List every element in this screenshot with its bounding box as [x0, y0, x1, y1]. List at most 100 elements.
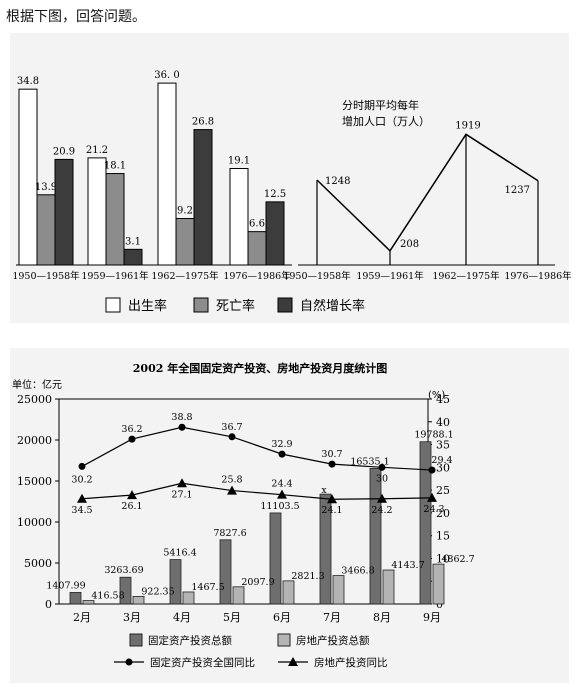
line-fixed-yoy: [81, 426, 433, 471]
bar-0-2: [157, 82, 177, 266]
legend-label-realestate: 房地产投资总额: [296, 634, 370, 647]
label-fixed-yoy-6: 30: [376, 473, 388, 484]
marker-fixed-yoy-0: [78, 462, 86, 470]
x-tick-label-2: 1962—1975年: [151, 270, 219, 282]
x-tick-label-6: 8月: [373, 611, 391, 624]
marker-fixed-yoy-2: [178, 423, 186, 431]
bar-0-6: [369, 468, 382, 605]
bar-1-7: [432, 563, 445, 605]
legend-label-realestate-yoy: 房地产投资同比: [314, 656, 388, 669]
bar-1-3: [232, 586, 245, 605]
legend-swatch-0: [105, 297, 121, 313]
legend-label-1: 死亡率: [216, 298, 255, 314]
legend-swatch-2: [277, 297, 293, 313]
label-fixed-yoy-1: 36.2: [121, 424, 142, 435]
x-tick-label-1: 1959—1961年: [81, 270, 149, 282]
marker-realestate-yoy-3: [227, 485, 237, 495]
line-title-1: 分时期平均每年: [342, 98, 419, 112]
marker-fixed-yoy-4: [278, 450, 286, 458]
bar-1-3: [247, 231, 267, 266]
population-charts: 34.8 21.2 36. 0 19.1 13.9 18.1 9.2 6.6 20.9 3.1 26…: [12, 70, 572, 314]
y2-tick-label-8: 40: [436, 416, 450, 429]
bar-1-5: [332, 575, 345, 605]
marker-realestate-yoy-5: [327, 494, 337, 504]
label-realestate-yoy-6: 24.2: [371, 505, 392, 516]
marker-fixed-yoy-6: [378, 463, 386, 471]
y-tick-label-0: 0: [45, 598, 52, 611]
bar-label-1-7: 4862.7: [441, 554, 474, 565]
label-fixed-yoy-2: 38.8: [171, 412, 192, 423]
x-tick-label-5: 7月: [323, 611, 341, 624]
marker-realestate-yoy-0: [77, 493, 87, 503]
marker-fixed-yoy-3: [228, 433, 236, 441]
label-realestate-yoy-2: 27.1: [171, 489, 192, 500]
marker-fixed-yoy-5: [328, 460, 336, 468]
bar-0-3: [219, 539, 232, 605]
label-realestate-yoy-3: 25.8: [221, 475, 242, 486]
x-tick-label-2: 4月: [173, 611, 191, 624]
bar-label-0-3: 7827.6: [213, 528, 246, 539]
label-realestate-yoy-1: 26.1: [121, 501, 142, 512]
bar-0-7: [419, 441, 432, 605]
line-label-1: 208: [400, 239, 419, 250]
bar-0-2: [169, 559, 182, 605]
population-panel: 34.8 21.2 36. 0 19.1 13.9 18.1 9.2 6.6 20.9 3.1 26…: [10, 33, 572, 323]
legend-label-fixed-yoy: 固定资产投资全国同比: [150, 656, 255, 669]
bar-label-0-6: 16535.1: [350, 456, 389, 467]
label-fixed-yoy-0: 30.2: [71, 474, 92, 485]
label-realestate-yoy-0: 34.5: [71, 505, 92, 516]
annotation-mark: x: [321, 486, 326, 496]
legend-label-0: 出生率: [128, 298, 167, 314]
marker-fixed-yoy-7: [428, 466, 436, 474]
bar-label-0-1: 3263.69: [104, 565, 143, 576]
bar-label-2-1: 3.1: [125, 236, 141, 247]
label-realestate-yoy-7: 24.3: [423, 504, 444, 515]
bar-label-1-2: 1467.5: [191, 582, 224, 593]
line-realestate-yoy: [81, 482, 433, 500]
x-tick-label-7: 9月: [423, 611, 441, 624]
bar-label-0-7: 19788.1: [414, 430, 453, 441]
investment-panel: 2002 年全国固定资产投资、房地产投资月度统计图 单位：亿元 (%) 0 5000 10…: [10, 348, 569, 683]
legend-marker-fixed-yoy: [125, 658, 133, 666]
y2-tick-label-0: 0: [436, 598, 443, 611]
bar-label-1-3: 2097.9: [241, 577, 274, 588]
label-fixed-yoy-4: 32.9: [271, 439, 292, 450]
marker-realestate-yoy-7: [427, 492, 437, 502]
line-x-tick-2: 1962—1975年: [432, 270, 500, 282]
legend-swatch-fixed: [129, 633, 143, 647]
y-tick-label-3: 15000: [17, 475, 52, 488]
bar-label-0-0: 34.8: [17, 76, 39, 87]
y2-tick-label-2: 10: [436, 552, 450, 565]
bar-label-2-0: 20.9: [53, 146, 75, 157]
bar-1-0: [36, 194, 56, 266]
bar-0-3: [229, 167, 249, 266]
y-tick-label-4: 20000: [17, 434, 52, 447]
y2-tick-label-3: 15: [436, 530, 450, 543]
bar-label-0-4: 11103.5: [260, 501, 299, 512]
legend-swatch-1: [193, 297, 209, 313]
bar-label-0-2: 36. 0: [154, 70, 179, 81]
bar-label-1-1: 18.1: [104, 161, 126, 172]
legend-marker-realestate-yoy: [288, 657, 298, 666]
bar-0-5: [319, 493, 332, 605]
bar-2-3: [265, 201, 285, 266]
marker-fixed-yoy-1: [128, 435, 136, 443]
legend-label-2: 自然增长率: [300, 298, 365, 314]
x-tick-label-1: 3月: [123, 611, 141, 624]
bar-label-1-2: 9.2: [177, 206, 193, 217]
bar-1-6: [382, 569, 395, 605]
x-tick-label-0: 2月: [73, 611, 91, 624]
y-axis-unit: 单位：亿元: [12, 378, 62, 391]
line-x-tick-1: 1959—1961年: [356, 270, 424, 282]
label-fixed-yoy-7: 29.4: [431, 455, 452, 466]
marker-realestate-yoy-4: [277, 489, 287, 499]
marker-realestate-yoy-1: [127, 490, 137, 500]
line-series-increase: [316, 133, 539, 253]
bar-label-0-1: 21.2: [86, 145, 108, 156]
bar-2-1: [123, 248, 143, 266]
bar-label-1-1: 922.35: [141, 586, 174, 597]
legend-label-fixed: 固定资产投资总额: [148, 634, 232, 647]
label-realestate-yoy-5: 24.1: [321, 505, 342, 516]
bar-0-4: [269, 512, 282, 605]
